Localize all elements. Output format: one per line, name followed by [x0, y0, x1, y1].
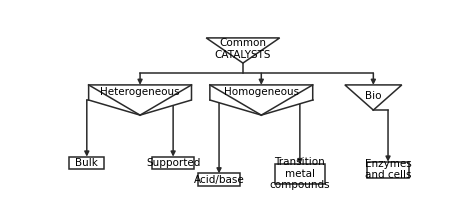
Text: Transition
metal
compounds: Transition metal compounds [270, 157, 330, 191]
Text: Homogeneous: Homogeneous [224, 87, 299, 97]
FancyBboxPatch shape [152, 157, 194, 169]
Polygon shape [206, 38, 280, 63]
Text: Bio: Bio [365, 91, 382, 101]
Polygon shape [210, 85, 313, 115]
FancyBboxPatch shape [275, 164, 325, 184]
FancyBboxPatch shape [367, 162, 409, 178]
Text: Bulk: Bulk [75, 158, 98, 168]
FancyBboxPatch shape [69, 157, 104, 169]
Text: Heterogeneous: Heterogeneous [100, 87, 180, 97]
Text: Enzymes
and cells: Enzymes and cells [365, 159, 411, 181]
Polygon shape [345, 85, 402, 110]
FancyBboxPatch shape [198, 174, 240, 186]
Polygon shape [89, 85, 191, 115]
Text: Common
CATALYSTS: Common CATALYSTS [215, 38, 271, 60]
Text: Acid/base: Acid/base [194, 175, 245, 185]
Text: Supported: Supported [146, 158, 201, 168]
